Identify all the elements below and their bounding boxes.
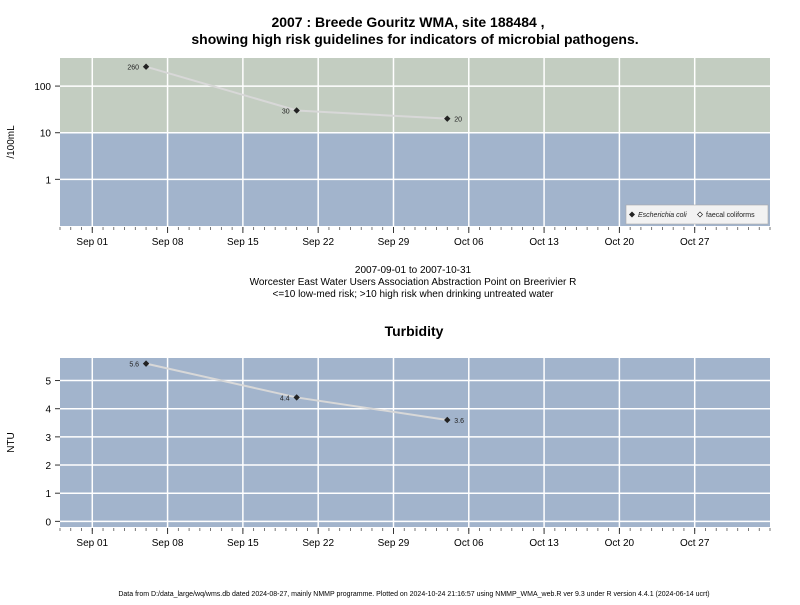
x-tick-label: Sep 22 (302, 538, 334, 549)
x-tick-label: Oct 27 (680, 538, 710, 549)
x-tick-label: Sep 08 (152, 538, 184, 549)
x-tick-label: Oct 20 (605, 538, 635, 549)
caption-site: Worcester East Water Users Association A… (250, 277, 577, 288)
y-tick-label: 2 (45, 461, 51, 472)
data-label: 260 (127, 65, 139, 72)
x-tick-label: Oct 06 (454, 237, 484, 248)
y-axis-label: /100mL (6, 125, 17, 159)
y-tick-label: 1 (45, 489, 51, 500)
x-tick-label: Oct 27 (680, 237, 710, 248)
high-risk-band (60, 58, 770, 133)
data-point (293, 107, 300, 114)
x-tick-label: Sep 01 (76, 538, 108, 549)
y-tick-label: 10 (40, 129, 52, 140)
data-point (444, 416, 451, 424)
x-tick-label: Oct 13 (529, 237, 559, 248)
x-tick-label: Oct 13 (529, 538, 559, 549)
legend: Escherichia coli faecal coliforms (625, 204, 769, 225)
ecoli-chart: Sep 01 Sep 08 Sep 15 Sep 22 Sep 29 Oct 06 Oct … (6, 58, 771, 248)
y-tick-label: 1 (45, 175, 51, 186)
data-label: 4.4 (280, 395, 290, 402)
legend-box (625, 204, 769, 225)
x-tick-label: Sep 15 (227, 538, 259, 549)
x-tick-label: Sep 15 (227, 237, 259, 248)
data-point (444, 115, 451, 122)
chart-title: Turbidity (385, 323, 444, 339)
footer-note: Data from D:/data_large/wq/wms.db dated … (118, 591, 709, 598)
turbidity-chart: Turbidity Sep 01 Sep 08 Sep 15 Sep 22 Sep 29 O… (6, 323, 771, 549)
y-tick-label: 4 (45, 405, 51, 416)
legend-label: faecal coliforms (706, 212, 755, 219)
data-point (142, 63, 150, 70)
legend-marker (697, 211, 703, 218)
caption-risk-note: <=10 low-med risk; >10 high risk when dr… (273, 289, 555, 300)
data-point (293, 394, 300, 401)
caption-date-range: 2007-09-01 to 2007-10-31 (355, 265, 472, 276)
x-tick-label: Sep 29 (378, 538, 410, 549)
x-tick-label: Oct 20 (605, 237, 635, 248)
x-tick-label: Sep 01 (76, 237, 108, 248)
x-tick-label: Oct 06 (454, 538, 484, 549)
figure-title-line2: showing high risk guidelines for indicat… (191, 31, 638, 47)
legend-label: Escherichia coli (638, 212, 687, 219)
y-axis-label: NTU (6, 432, 17, 453)
data-label: 5.6 (129, 362, 139, 369)
legend-marker (629, 211, 635, 218)
data-point (142, 360, 150, 367)
x-tick-label: Sep 22 (302, 237, 334, 248)
data-label: 20 (454, 117, 462, 124)
data-label: 30 (282, 108, 290, 115)
y-tick-label: 100 (34, 82, 51, 93)
y-tick-label: 3 (45, 433, 51, 444)
x-tick-label: Sep 08 (152, 237, 184, 248)
y-tick-label: 5 (45, 377, 51, 388)
y-tick-label: 0 (45, 517, 51, 528)
plot-background (60, 358, 770, 527)
x-tick-label: Sep 29 (378, 237, 410, 248)
data-label: 3.6 (454, 418, 464, 425)
figure-title-line1: 2007 : Breede Gouritz WMA, site 188484 , (271, 14, 544, 30)
